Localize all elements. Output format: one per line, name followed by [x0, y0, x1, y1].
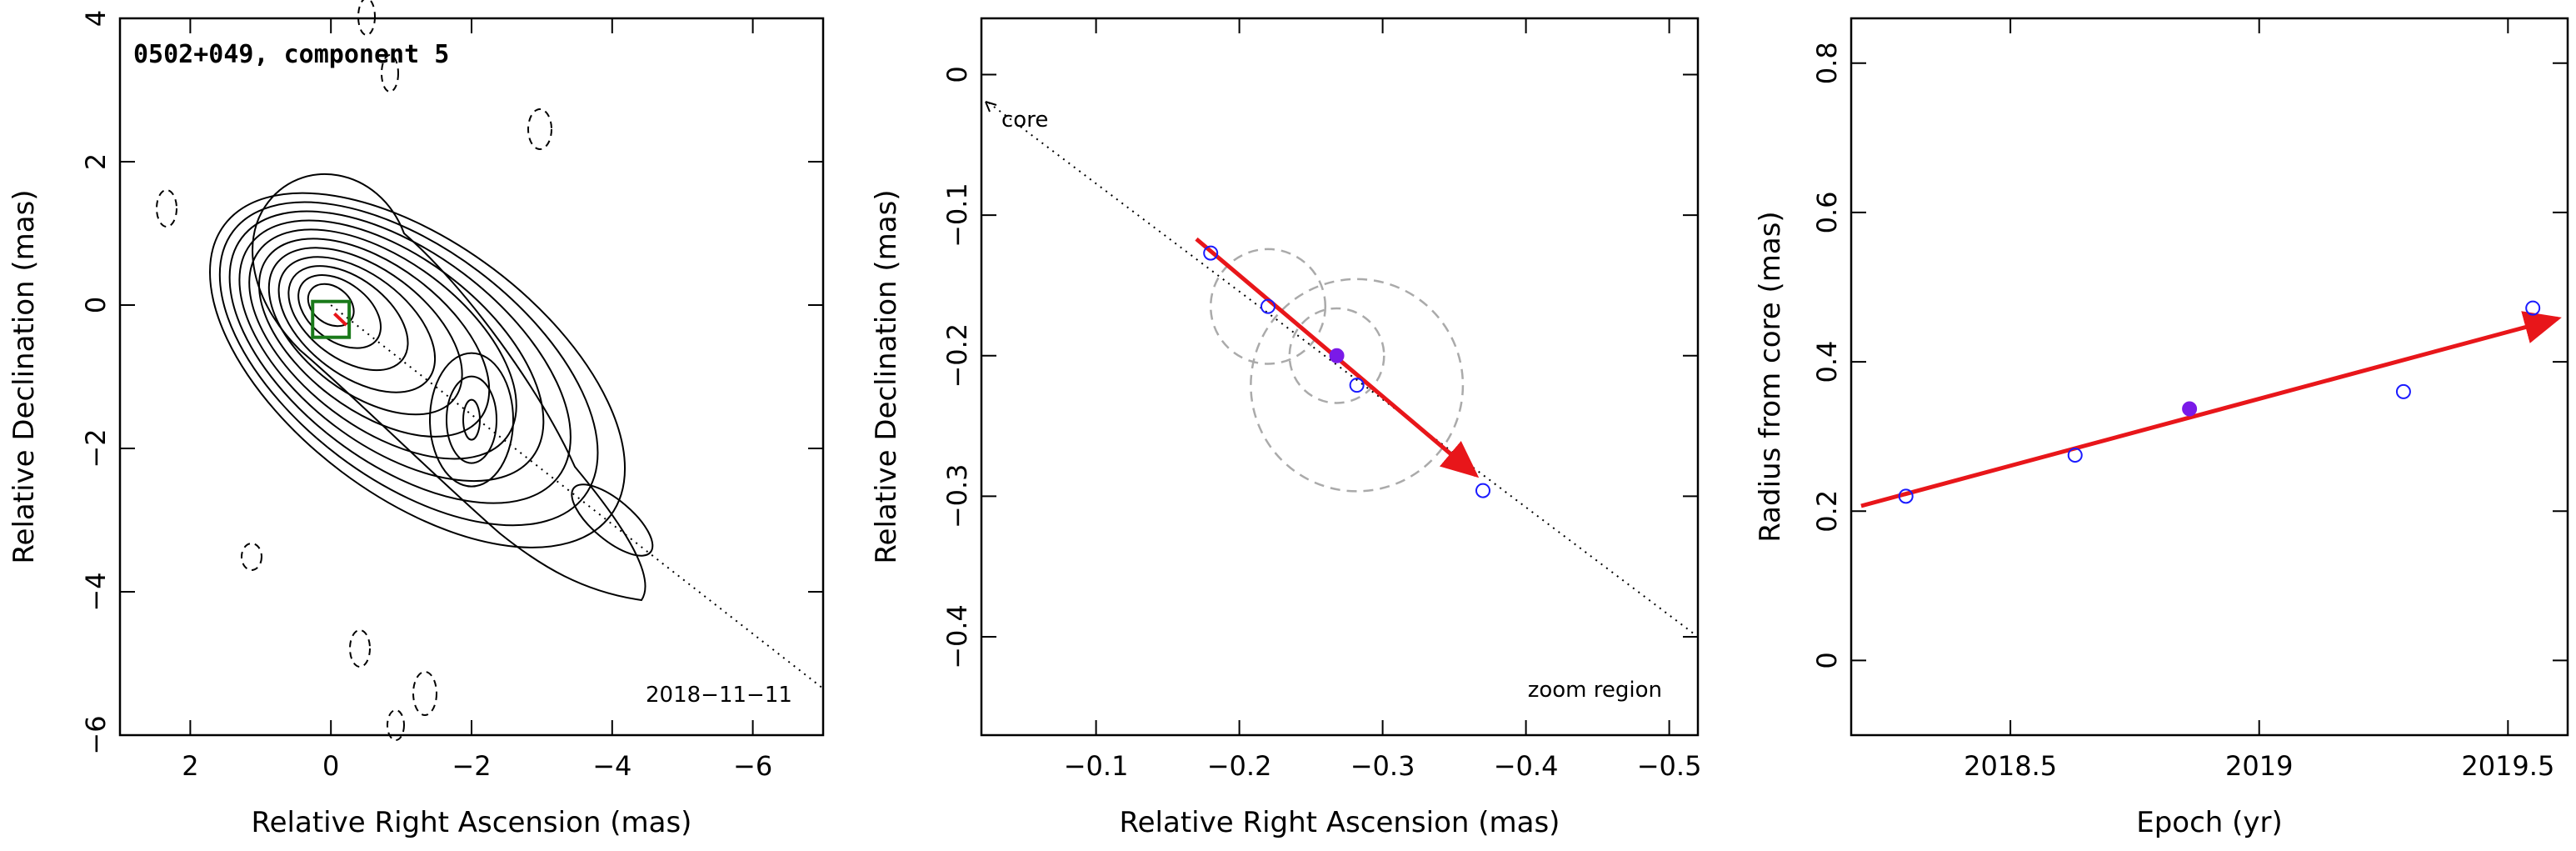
contour-line: [238, 219, 545, 483]
right-ytick-label: 0: [1811, 652, 1843, 668]
position-point: [1261, 298, 1276, 314]
right-ytick-label: 0.6: [1811, 191, 1843, 233]
error-circle: [1288, 307, 1385, 404]
middle-plot-frame: [980, 17, 1700, 737]
error-circle: [1209, 248, 1327, 365]
circle-group: [1209, 248, 1465, 493]
negative-contour: [349, 629, 371, 668]
middle-x-axis-label: Relative Right Ascension (mas): [1120, 806, 1560, 839]
contour-line: [446, 375, 497, 464]
left-trajectory-line: [330, 304, 824, 689]
middle-xtick-label: −0.5: [1637, 750, 1702, 782]
left-ticks: 2 0 −2 −4 −6 −6 −4 −2 0 2 4: [80, 10, 823, 782]
negative-contour: [357, 0, 376, 36]
contour-line: [571, 483, 654, 557]
left-ytick-label: 0: [80, 297, 112, 313]
radius-point: [2067, 448, 2083, 463]
negative-contour: [527, 108, 552, 150]
right-x-axis-label: Epoch (yr): [2136, 806, 2283, 839]
contour-line: [267, 247, 463, 416]
radius-point: [1898, 488, 1914, 504]
zoom-region-label: zoom region: [1528, 678, 1662, 703]
left-ytick-label: −2: [80, 428, 112, 468]
left-title: 0502+049, component 5: [133, 40, 449, 69]
contour-group: [156, 0, 654, 741]
panel-radius: 2018.5 2019 2019.5 0 0.2 0.4 0.6 0.8 Epoch (yr)…: [1754, 17, 2569, 839]
right-ytick-label: 0.4: [1811, 341, 1843, 383]
middle-ytick-label: −0.1: [941, 183, 973, 248]
contour-line: [277, 256, 437, 393]
contour-line: [228, 210, 572, 504]
middle-xtick-label: −0.1: [1064, 750, 1129, 782]
negative-contour: [381, 54, 399, 93]
radius-point: [2182, 401, 2198, 417]
middle-ytick-label: 0: [941, 66, 973, 83]
right-xtick-label: 2019.5: [2461, 750, 2554, 782]
fit-arrow: [1860, 311, 2562, 508]
contour-line: [462, 398, 481, 441]
left-x-axis-label: Relative Right Ascension (mas): [252, 806, 692, 839]
negative-contour: [412, 671, 437, 716]
left-ytick-label: 4: [80, 10, 112, 27]
contour-line: [297, 274, 382, 349]
middle-points: [1203, 245, 1490, 498]
contour-line: [429, 352, 514, 488]
middle-ytick-label: −0.2: [941, 323, 973, 388]
negative-contour: [241, 543, 262, 571]
radius-point: [2395, 383, 2411, 399]
middle-ytick-label: −0.3: [941, 463, 973, 528]
epoch-label: 2018−11−11: [646, 683, 792, 708]
right-ytick-label: 0.2: [1811, 490, 1843, 533]
contour-line: [209, 192, 627, 548]
right-xtick-label: 2018.5: [1964, 750, 2057, 782]
right-ytick-label: 0.8: [1811, 42, 1843, 84]
middle-xtick-label: −0.2: [1207, 750, 1272, 782]
left-xtick-label: −4: [592, 750, 632, 782]
position-point: [1349, 378, 1365, 393]
left-xtick-label: 0: [322, 750, 339, 782]
contour-line: [218, 201, 599, 527]
zoom-box: [311, 299, 352, 339]
negative-contour: [156, 189, 177, 228]
left-motion-arrow: [333, 312, 348, 327]
middle-ytick-label: −0.4: [941, 604, 973, 669]
position-point: [1475, 483, 1490, 498]
position-point: [1203, 245, 1219, 261]
position-point: [1329, 348, 1345, 363]
right-ticks: 2018.5 2019 2019.5 0 0.2 0.4 0.6 0.8: [1811, 18, 2568, 782]
right-xtick-label: 2019: [2225, 750, 2293, 782]
radius-point: [2525, 300, 2541, 316]
middle-trajectory-line: [987, 102, 1699, 638]
middle-ticks: −0.1 −0.2 −0.3 −0.4 −0.5 0 −0.1 −0.2 −0.3 −0.4: [941, 18, 1701, 782]
left-xtick-label: −2: [452, 750, 491, 782]
contour-line: [248, 228, 517, 460]
middle-xtick-label: −0.4: [1494, 750, 1559, 782]
panel-zoom: core zoom region −0.1 −0.2 −0.3 −0.4 −0.50−0…: [870, 17, 1701, 839]
core-arrowhead: [985, 101, 997, 113]
right-points: [1898, 300, 2541, 504]
core-label: core: [1001, 108, 1048, 133]
negative-contour: [387, 709, 405, 741]
right-plot-frame: [1850, 17, 2569, 737]
left-xtick-label: −6: [733, 750, 772, 782]
contour-line: [307, 283, 355, 328]
left-ytick-label: −4: [80, 572, 112, 611]
left-ytick-label: 2: [80, 153, 112, 170]
left-xtick-label: 2: [182, 750, 198, 782]
error-circle: [1250, 278, 1465, 493]
middle-xtick-label: −0.3: [1350, 750, 1415, 782]
left-ytick-label: −6: [80, 715, 112, 754]
contour-line: [287, 265, 409, 372]
right-y-axis-label: Radius from core (mas): [1754, 211, 1787, 542]
contour-envelope: [252, 173, 646, 602]
left-y-axis-label: Relative Declination (mas): [7, 189, 41, 563]
middle-y-axis-label: Relative Declination (mas): [870, 189, 903, 563]
